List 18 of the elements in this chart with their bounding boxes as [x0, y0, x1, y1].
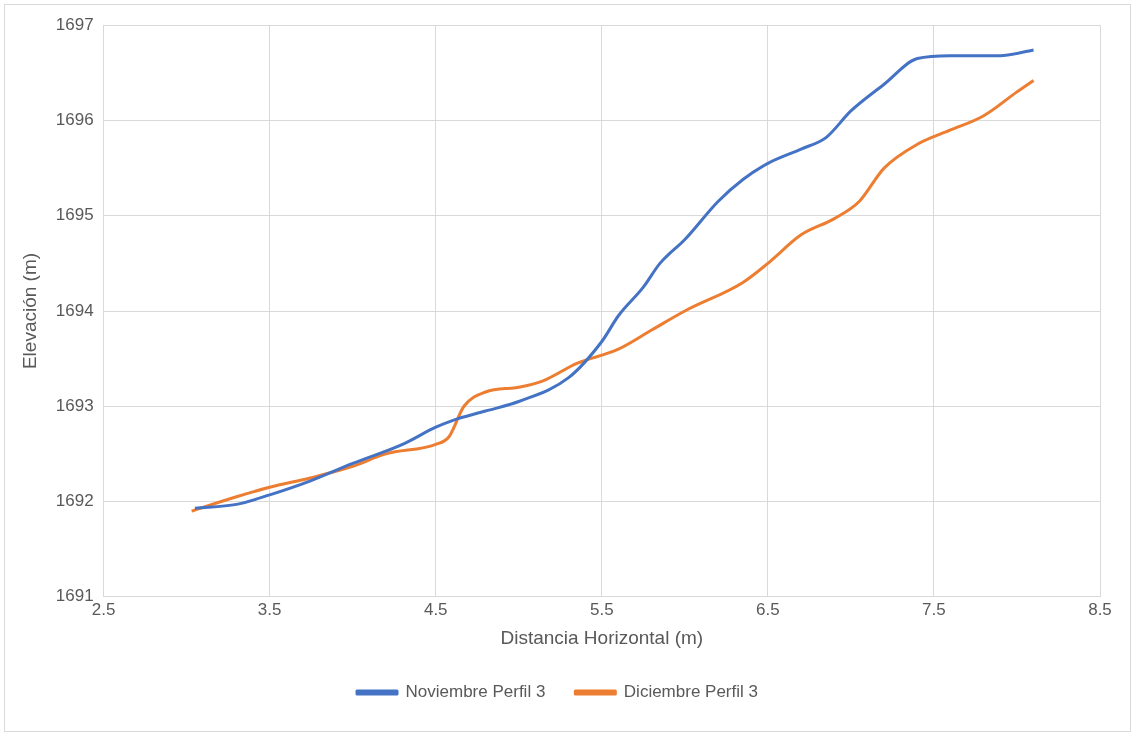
- x-tick-label: 2.5: [91, 599, 116, 619]
- x-tick-label: 7.5: [922, 599, 946, 619]
- y-tick-label: 1693: [55, 395, 94, 415]
- x-tick-label: 6.5: [756, 599, 780, 619]
- x-axis-title: Distancia Horizontal (m): [500, 626, 704, 648]
- y-tick-label: 1695: [55, 205, 94, 225]
- x-tick-label: 5.5: [589, 599, 614, 619]
- legend-label: Diciembre Perfil 3: [623, 682, 758, 702]
- legend-label: Noviembre Perfil 3: [405, 682, 546, 702]
- x-tick-label: 3.5: [257, 599, 282, 619]
- y-axis-title: Elevación (m): [18, 252, 40, 370]
- y-tick-label: 1694: [55, 300, 94, 320]
- y-tick-label: 1692: [55, 491, 94, 511]
- x-tick-label: 8.5: [1088, 599, 1112, 619]
- y-tick-label: 1697: [55, 14, 94, 34]
- y-tick-label: 1696: [55, 110, 94, 130]
- y-tick-label: 1691: [55, 586, 94, 606]
- x-tick-label: 4.5: [423, 599, 448, 619]
